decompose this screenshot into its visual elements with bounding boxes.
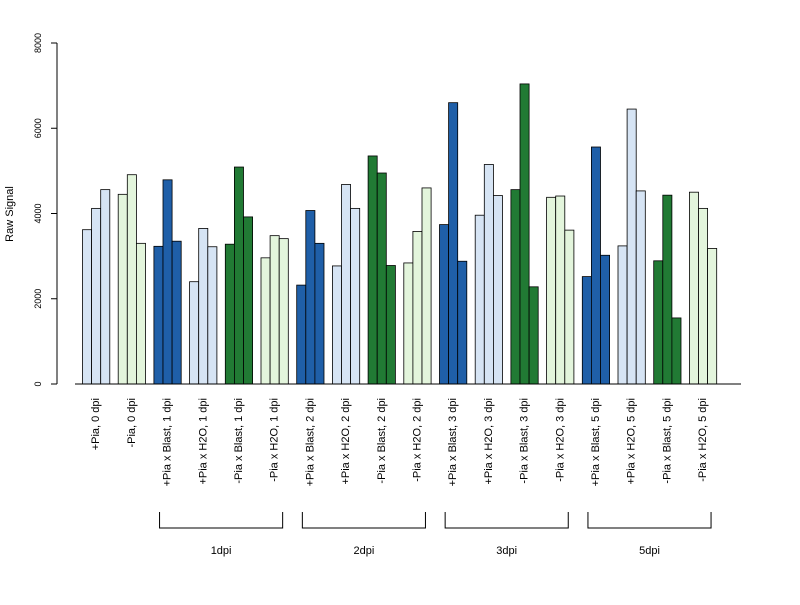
x-tick-label: +Pia x Blast, 2 dpi — [304, 398, 316, 486]
bar — [331, 265, 342, 385]
y-axis: 0 2000 4000 6000 8000 — [33, 33, 58, 387]
bar — [171, 240, 182, 385]
bracket-label: 1dpi — [211, 545, 232, 557]
bar — [492, 195, 503, 385]
y-axis-label: Raw Signal — [4, 186, 16, 242]
bar — [135, 242, 146, 385]
bar — [269, 235, 280, 385]
x-tick-label: -Pia x H2O, 2 dpi — [411, 398, 423, 482]
bracket — [301, 512, 426, 529]
bar — [617, 245, 628, 385]
bar — [207, 246, 218, 385]
bar — [233, 166, 244, 385]
x-axis-labels: +Pia, 0 dpi -Pia, 0 dpi +Pia x Blast, 1 dp… — [90, 398, 709, 486]
bar — [305, 210, 316, 385]
bar — [626, 108, 637, 385]
bar — [117, 193, 128, 385]
bar — [483, 164, 494, 385]
bar — [403, 262, 414, 385]
x-tick-label: +Pia x H2O, 2 dpi — [340, 398, 352, 485]
bar — [153, 245, 164, 385]
bar — [662, 194, 673, 385]
bar — [314, 242, 325, 385]
bar — [591, 146, 601, 385]
bar — [91, 207, 102, 385]
y-tick-label: 8000 — [33, 33, 43, 53]
x-tick-label: +Pia, 0 dpi — [90, 398, 102, 450]
bar — [350, 207, 361, 385]
bar — [412, 231, 423, 385]
x-tick-label: +Pia x Blast, 5 dpi — [590, 398, 602, 486]
bar — [600, 254, 611, 385]
bar — [581, 276, 592, 385]
x-tick-label: -Pia x Blast, 3 dpi — [519, 398, 531, 484]
bar — [198, 228, 209, 385]
bar — [457, 260, 468, 385]
bar — [296, 284, 307, 385]
bar — [126, 174, 137, 385]
bar — [519, 83, 530, 385]
bar — [689, 191, 699, 385]
bar — [653, 260, 664, 385]
bar — [189, 281, 200, 385]
x-tick-label: -Pia x H2O, 3 dpi — [554, 398, 566, 482]
bar — [243, 216, 254, 385]
bar — [510, 189, 521, 385]
bar — [564, 229, 575, 385]
bracket — [587, 512, 712, 529]
bar — [439, 224, 450, 385]
bar — [341, 184, 352, 385]
bar — [421, 187, 432, 385]
y-tick-label: 6000 — [33, 118, 43, 138]
x-tick-label: -Pia x H2O, 1 dpi — [269, 398, 281, 482]
bracket — [444, 512, 569, 529]
x-tick-label: -Pia x Blast, 5 dpi — [661, 398, 673, 484]
x-tick-label: -Pia x Blast, 1 dpi — [233, 398, 245, 484]
bracket-label: 5dpi — [639, 545, 660, 557]
bar — [546, 196, 557, 385]
x-tick-label: -Pia, 0 dpi — [126, 398, 138, 448]
bar — [385, 265, 396, 385]
x-tick-label: -Pia x H2O, 5 dpi — [697, 398, 709, 482]
y-tick-label: 2000 — [33, 289, 43, 309]
x-tick-label: +Pia x Blast, 1 dpi — [162, 398, 174, 486]
bar — [367, 155, 378, 385]
bar — [555, 195, 566, 385]
x-tick-label: +Pia x H2O, 3 dpi — [483, 398, 495, 485]
bracket — [159, 512, 284, 529]
bar — [707, 248, 718, 385]
x-tick-label: +Pia x H2O, 1 dpi — [197, 398, 209, 485]
x-tick-label: +Pia x H2O, 5 dpi — [626, 398, 638, 485]
bars — [82, 83, 718, 385]
time-brackets: 1dpi 2dpi 3dpi 5dpi — [159, 512, 712, 557]
bar — [448, 102, 459, 385]
bar — [100, 189, 111, 385]
bar — [635, 190, 646, 385]
bar — [224, 243, 235, 385]
bar — [528, 286, 539, 385]
bar — [698, 207, 709, 385]
bracket-label: 3dpi — [496, 545, 517, 557]
x-tick-label: +Pia x Blast, 3 dpi — [447, 398, 459, 486]
bar — [474, 214, 485, 385]
y-tick-label: 0 — [33, 381, 43, 386]
bar — [376, 172, 387, 385]
bracket-label: 2dpi — [354, 545, 375, 557]
bar — [671, 317, 682, 385]
bar — [260, 257, 271, 385]
bar — [162, 179, 173, 385]
bar — [82, 229, 93, 385]
bar — [278, 238, 289, 385]
y-tick-label: 4000 — [33, 203, 43, 223]
x-tick-label: -Pia x Blast, 2 dpi — [376, 398, 388, 484]
